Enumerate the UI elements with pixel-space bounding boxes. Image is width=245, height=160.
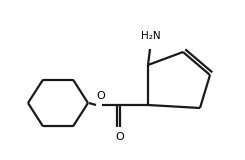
Text: O: O bbox=[97, 91, 105, 101]
Text: O: O bbox=[116, 132, 124, 142]
Text: H₂N: H₂N bbox=[141, 31, 161, 41]
